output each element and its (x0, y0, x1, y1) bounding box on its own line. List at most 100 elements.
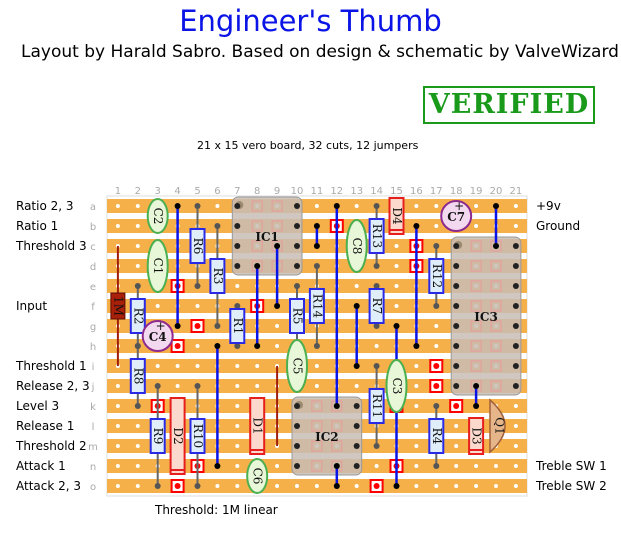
hole (454, 464, 459, 468)
page-title: Engineer's Thumb (179, 4, 442, 38)
hole (394, 284, 399, 288)
column-number-4: 4 (174, 186, 180, 197)
board-info: 21 x 15 vero board, 32 cuts, 12 jumpers (197, 139, 419, 152)
hole (135, 244, 140, 248)
capacitor-body (246, 458, 269, 494)
column-number-8: 8 (254, 186, 260, 197)
row-letter-d: d (90, 262, 96, 273)
jumper-end (333, 203, 340, 209)
ic-label: IC2 (315, 430, 339, 444)
hole (513, 484, 518, 488)
ic-cut (470, 240, 482, 252)
hole (494, 484, 498, 488)
jumper-end (393, 323, 400, 329)
resistor-body (189, 418, 206, 454)
hole (275, 464, 280, 468)
hole (135, 444, 140, 448)
lead-end (154, 483, 161, 489)
ic-pin (453, 263, 460, 269)
hole (275, 344, 280, 348)
hole (275, 484, 280, 488)
ic-body (450, 236, 522, 396)
ic-cut (470, 360, 482, 372)
hole (354, 204, 359, 208)
lead-end (373, 363, 380, 369)
resistor-label: R8 (131, 368, 145, 385)
hole (354, 284, 359, 288)
lead-end (373, 323, 380, 329)
lead-end (214, 223, 221, 229)
hole (414, 404, 419, 408)
ic-pin (294, 263, 300, 269)
ic-pin (294, 203, 300, 209)
ic-pin (512, 283, 519, 289)
ic-cut (490, 300, 502, 312)
jumper-end (254, 263, 261, 269)
ic-cut (311, 420, 323, 432)
resistor-body (149, 418, 166, 454)
ic-pin (453, 343, 460, 349)
resistor-label: R5 (291, 308, 305, 325)
ic-pin (453, 323, 460, 329)
hole (374, 464, 379, 468)
resistor-body (368, 218, 385, 254)
lead-end (373, 203, 380, 209)
ic-label: IC3 (474, 310, 498, 324)
resistor-label: R7 (370, 298, 384, 315)
hole (414, 444, 419, 448)
ic-pin (234, 243, 241, 249)
hole (434, 324, 439, 328)
jumper-end (214, 463, 221, 469)
jumper-end (254, 343, 261, 349)
row-letter-k: k (90, 402, 96, 413)
hole (135, 264, 140, 268)
ic-pin (234, 263, 241, 269)
hole (513, 444, 518, 448)
lead-end (373, 263, 380, 269)
row-letter-h: h (90, 342, 96, 353)
ic-cut (490, 380, 502, 392)
verified-stamp: VERIFIED (423, 86, 595, 124)
ic-cut (271, 220, 283, 232)
track-cut-dot (373, 483, 380, 489)
lead-end (194, 483, 201, 489)
hole (434, 484, 439, 488)
hole (513, 404, 518, 408)
resistor-body (209, 258, 226, 294)
hole (314, 364, 319, 368)
right-label: Treble SW 1 (535, 459, 607, 473)
jumper-end (473, 383, 480, 389)
ic-pin (294, 403, 300, 409)
column-number-3: 3 (155, 186, 161, 197)
hole (135, 464, 140, 468)
lead-end (154, 383, 161, 389)
ic-cut (311, 440, 323, 452)
resistor-label: R4 (430, 428, 444, 445)
ic-pin (234, 203, 241, 209)
hole (434, 204, 439, 208)
capacitor-label: C8 (350, 238, 364, 255)
hole (374, 344, 379, 348)
column-number-10: 10 (291, 186, 304, 197)
transistor-label: Q1 (493, 417, 507, 434)
ic-pin (353, 403, 360, 409)
left-label: Attack 2, 3 (16, 479, 81, 493)
row-letter-n: n (90, 462, 96, 473)
hole (115, 384, 120, 388)
resistor-label: R9 (151, 428, 165, 445)
left-label: Input (16, 299, 47, 313)
ic-cut (251, 200, 263, 212)
resistor-body (129, 298, 146, 334)
jumper-end (473, 403, 480, 409)
hole (513, 224, 518, 228)
ic-pin (512, 323, 519, 329)
lead-end (214, 323, 221, 329)
hole (454, 424, 459, 428)
row-letter-b: b (90, 222, 96, 233)
hole (115, 424, 120, 428)
ic-cut (311, 460, 323, 472)
track-cut-dot (174, 343, 181, 349)
ic-pin (294, 463, 300, 469)
ic-pin (294, 223, 300, 229)
